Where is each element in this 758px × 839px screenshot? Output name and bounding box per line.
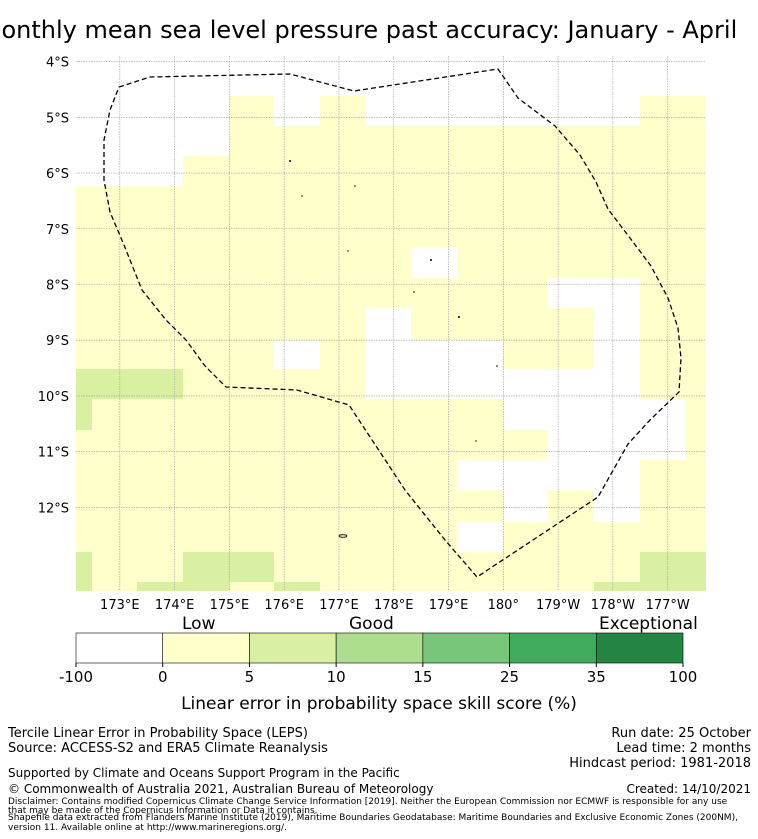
colorbar-tick-label: 35 (587, 668, 606, 686)
latitude-axis: 4°S 5°S 6°S 7°S 8°S 9°S 10°S 11°S 12°S (38, 56, 69, 517)
lat-tick-label: 6°S (46, 167, 69, 182)
longitude-axis: 173°E 174°E 175°E 176°E 177°E 178°E 179°E 180° 1… (100, 598, 690, 613)
category-good: Good (349, 614, 394, 634)
colorbar-tick-label: 10 (327, 668, 346, 686)
low-skill-cells (76, 56, 706, 552)
lon-tick-label: 177°W (646, 598, 690, 613)
lat-tick-label: 5°S (46, 111, 69, 126)
lat-tick-label: 4°S (46, 56, 69, 71)
colorbar-tick-label: 25 (500, 668, 519, 686)
lon-tick-label: 176°E (264, 598, 304, 613)
colorbar-tick-label: 5 (245, 668, 255, 686)
data-source: Source: ACCESS-S2 and ERA5 Climate Reana… (8, 741, 328, 756)
colorbar-segment (75, 632, 164, 664)
disclaimer-line-4: version 11. Available online at http://w… (8, 823, 287, 833)
category-low: Low (182, 614, 216, 634)
lead-time: Lead time: 2 months (616, 741, 751, 756)
good-skill-cells (76, 369, 706, 591)
lon-tick-label: 180° (488, 598, 519, 613)
colorbar (75, 632, 684, 664)
lon-tick-label: 179°W (536, 598, 580, 613)
eez-boundary (103, 68, 682, 578)
colorbar-segment (335, 632, 424, 664)
colorbar-tick-label: 15 (413, 668, 432, 686)
colorbar-segment (249, 632, 337, 664)
lat-tick-label: 9°S (46, 334, 69, 349)
disclaimer-line-3: Shapefile data extracted from Flanders M… (8, 813, 738, 823)
disclaimer-line-2: that may be made of the Copernicus Infor… (8, 806, 318, 816)
colorbar-tick-label: 100 (669, 668, 698, 686)
colorbar-segment (509, 632, 597, 664)
lat-tick-label: 8°S (46, 278, 69, 293)
colorbar-tick-label: 0 (158, 668, 168, 686)
lon-tick-label: 179°E (429, 598, 469, 613)
lon-tick-label: 178°W (591, 598, 635, 613)
lat-tick-label: 11°S (38, 446, 69, 461)
map-title: Monthly mean sea level pressure past acc… (0, 16, 738, 44)
hindcast-period: Hindcast period: 1981-2018 (569, 756, 751, 771)
lon-tick-label: 178°E (374, 598, 414, 613)
colorbar-tick-label: -100 (59, 668, 93, 686)
disclaimer-line-1: Disclaimer: Contains modified Copernicus… (8, 797, 728, 807)
lon-tick-label: 177°E (319, 598, 359, 613)
lon-tick-label: 174°E (155, 598, 195, 613)
colorbar-segment (162, 632, 250, 664)
skill-map: 4°S 5°S 6°S 7°S 8°S 9°S 10°S 11°S 12°S 173°E 174°… (38, 56, 706, 686)
lat-tick-label: 7°S (46, 223, 69, 238)
lon-tick-label: 175°E (210, 598, 250, 613)
colorbar-label: Linear error in probability space skill … (181, 694, 577, 714)
gridlines (76, 56, 706, 591)
colorbar-segment (422, 632, 510, 664)
category-exceptional: Exceptional (599, 614, 698, 634)
colorbar-ticks: -100 0 5 10 15 25 35 100 (59, 663, 697, 686)
islands (289, 160, 498, 538)
lat-tick-label: 10°S (38, 390, 69, 405)
lon-tick-label: 173°E (100, 598, 140, 613)
leps-description: Tercile Linear Error in Probability Spac… (8, 726, 308, 741)
created-date: Created: 14/10/2021 (626, 782, 751, 796)
colorbar-segment (595, 632, 684, 664)
lat-tick-label: 12°S (38, 501, 69, 516)
copyright: © Commonwealth of Australia 2021, Austra… (8, 782, 434, 796)
support-text: Supported by Climate and Oceans Support … (8, 766, 400, 780)
run-date: Run date: 25 October (611, 726, 751, 741)
